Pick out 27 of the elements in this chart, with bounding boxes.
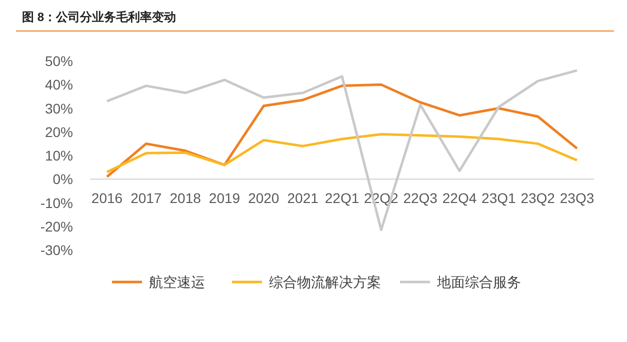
y-tick-label: -30% xyxy=(40,242,73,258)
y-tick-label: 30% xyxy=(44,100,73,116)
legend-label: 综合物流解决方案 xyxy=(269,274,381,290)
x-tick-label: 23Q1 xyxy=(482,190,516,206)
x-tick-label: 2020 xyxy=(248,190,280,206)
y-tick-label: -10% xyxy=(40,194,73,211)
x-tick-label: 22Q3 xyxy=(403,190,438,206)
y-tick-label: 50% xyxy=(44,53,73,69)
legend-label: 航空速运 xyxy=(149,274,205,290)
x-tick-label: 2018 xyxy=(170,190,202,206)
legend-label: 地面综合服务 xyxy=(436,274,521,290)
chart-title: 图 8：公司分业务毛利率变动 xyxy=(22,10,176,24)
y-tick-label: 20% xyxy=(44,124,73,140)
x-tick-label: 23Q2 xyxy=(520,190,556,206)
x-tick-label: 2016 xyxy=(91,190,123,206)
x-tick-label: 22Q1 xyxy=(324,190,360,206)
line-series xyxy=(106,132,578,174)
y-tick-label: 10% xyxy=(44,148,73,164)
x-tick-label: 2017 xyxy=(130,190,162,206)
y-tick-label: 0% xyxy=(52,171,73,188)
x-tick-label: 2021 xyxy=(287,190,319,206)
x-tick-label: 22Q4 xyxy=(442,190,477,206)
x-tick-label: 23Q3 xyxy=(560,190,594,206)
y-tick-label: 40% xyxy=(44,76,73,93)
y-tick-label: -20% xyxy=(40,218,73,234)
line-series xyxy=(106,83,578,178)
x-tick-label: 2019 xyxy=(208,190,240,206)
